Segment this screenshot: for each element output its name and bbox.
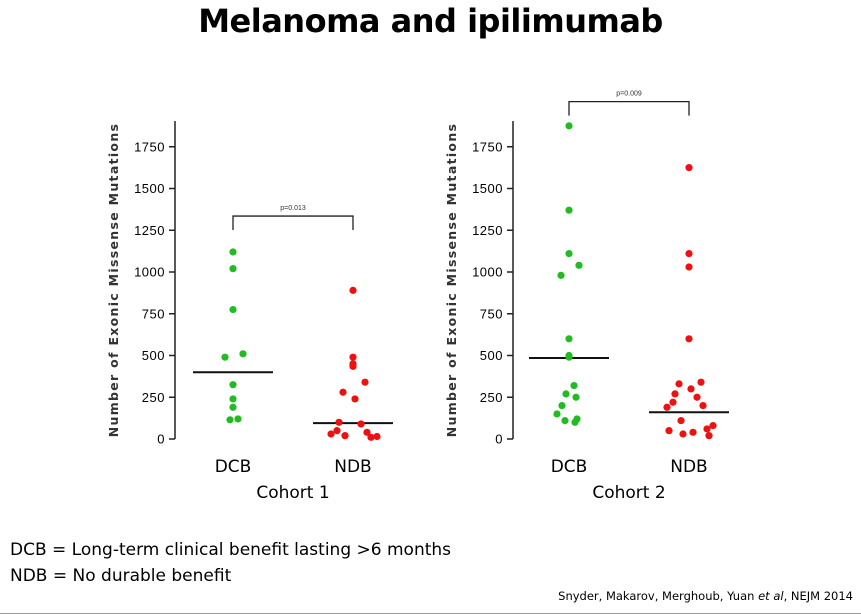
x-category-label: NDB (334, 457, 371, 477)
y-tick-label: 1750 (134, 139, 165, 154)
ndb-data-point (671, 390, 679, 398)
ndb-data-point (693, 393, 701, 401)
y-axis-label: Number of Exonic Missense Mutations (444, 123, 459, 438)
ndb-data-point (669, 398, 677, 406)
y-tick-label: 250 (480, 390, 503, 405)
dcb-data-point (570, 381, 578, 390)
y-tick-label: 1500 (472, 181, 503, 196)
dcb-data-point (229, 248, 237, 256)
ndb-data-point (677, 417, 685, 425)
cohort-1-plot: 0 250 500 750 1000 1250 1500 1750 Number of Exon… (106, 121, 393, 503)
ndb-data-point (689, 428, 697, 436)
significance-bracket (232, 215, 354, 231)
ndb-data-point (675, 380, 683, 388)
ndb-data-point (685, 263, 693, 271)
dcb-data-point (229, 381, 237, 389)
cohort-title: Cohort 1 (256, 483, 329, 503)
ndb-data-point (363, 428, 371, 436)
y-tick-label: 1250 (472, 223, 503, 238)
ndb-data-point (349, 286, 357, 294)
legend-dcb: DCB = Long-term clinical benefit lasting… (10, 540, 452, 560)
y-tick-label: 250 (142, 390, 165, 405)
legend-ndb: NDB = No durable benefit (10, 566, 232, 586)
significance-bracket (568, 101, 690, 116)
dcb-data-point (229, 305, 237, 314)
p-value-label: p=0.009 (616, 91, 642, 98)
ndb-data-point (335, 418, 343, 426)
ndb-data-point (679, 430, 687, 438)
ndb-data-point (339, 388, 347, 396)
ndb-data-point (709, 422, 717, 430)
y-tick-label: 1750 (472, 139, 503, 154)
slide-title: Melanoma and ipilimumab (198, 2, 663, 40)
ndb-data-point (357, 420, 365, 428)
dcb-data-point (565, 353, 573, 361)
x-category-label: DCB (215, 457, 252, 477)
citation: Snyder, Makarov, Merghoub, Yuan et al, N… (558, 589, 853, 603)
ndb-data-point (349, 362, 357, 370)
dcb-data-point (234, 415, 242, 423)
y-tick-label: 1500 (134, 181, 165, 196)
dcb-data-point (553, 410, 561, 418)
dcb-data-point (229, 265, 237, 273)
dcb-data-point (557, 271, 565, 279)
dcb-data-point (572, 393, 580, 401)
y-axis-label: Number of Exonic Missense Mutations (106, 123, 121, 438)
ndb-data-point (665, 427, 673, 435)
ndb-data-point (349, 353, 357, 361)
ndb-data-point (341, 432, 349, 440)
dcb-data-point (565, 206, 573, 214)
dcb-data-point (571, 418, 579, 426)
ndb-data-point (705, 432, 713, 440)
ndb-data-point (685, 164, 693, 172)
cohort-title: Cohort 2 (592, 483, 665, 503)
ndb-data-point (685, 250, 693, 258)
ndb-data-point (703, 425, 711, 433)
dcb-data-point (565, 250, 573, 258)
y-tick-label: 1000 (134, 265, 165, 280)
y-tick-label: 0 (495, 432, 503, 447)
ndb-data-point (367, 433, 375, 441)
dcb-data-point (565, 335, 573, 343)
y-tick-label: 0 (157, 432, 165, 447)
x-category-label: NDB (670, 457, 707, 477)
citation-journal: , NEJM 2014 (783, 589, 853, 603)
y-tick-label: 500 (142, 348, 165, 363)
p-value-label: p=0.013 (280, 205, 306, 212)
ndb-data-point (685, 335, 693, 343)
ndb-data-point (327, 430, 335, 438)
ndb-data-point (663, 403, 671, 411)
ndb-data-point (699, 402, 707, 410)
ndb-data-point (361, 378, 369, 386)
ndb-data-point (351, 395, 359, 403)
dcb-data-point (229, 403, 237, 411)
dcb-data-point (565, 122, 573, 130)
y-tick-label: 1000 (472, 265, 503, 280)
dcb-data-point (558, 402, 566, 410)
dcb-data-point (562, 390, 570, 398)
y-tick-label: 1250 (134, 223, 165, 238)
dcb-data-point (561, 417, 569, 425)
dcb-data-point (575, 261, 583, 269)
dcb-data-point (226, 416, 234, 424)
ndb-data-point (373, 432, 381, 441)
dcb-data-point (221, 353, 229, 361)
citation-authors: Snyder, Makarov, Merghoub, Yuan (558, 589, 759, 603)
ndb-data-point (697, 378, 705, 386)
citation-et-al: et al (758, 589, 784, 603)
cohort-2-plot: 0 250 500 750 1000 1250 1500 1750 Number of Exon… (444, 91, 729, 503)
x-category-label: DCB (551, 457, 588, 477)
scatter-plots: 0 250 500 750 1000 1250 1500 1750 Number of Exon… (106, 91, 729, 503)
y-tick-label: 500 (480, 348, 503, 363)
y-tick-label: 750 (142, 306, 165, 321)
y-tick-label: 750 (480, 306, 503, 321)
dcb-data-point (229, 395, 237, 403)
ndb-data-point (687, 385, 695, 393)
dcb-data-point (239, 350, 247, 358)
ndb-data-point (333, 427, 341, 435)
